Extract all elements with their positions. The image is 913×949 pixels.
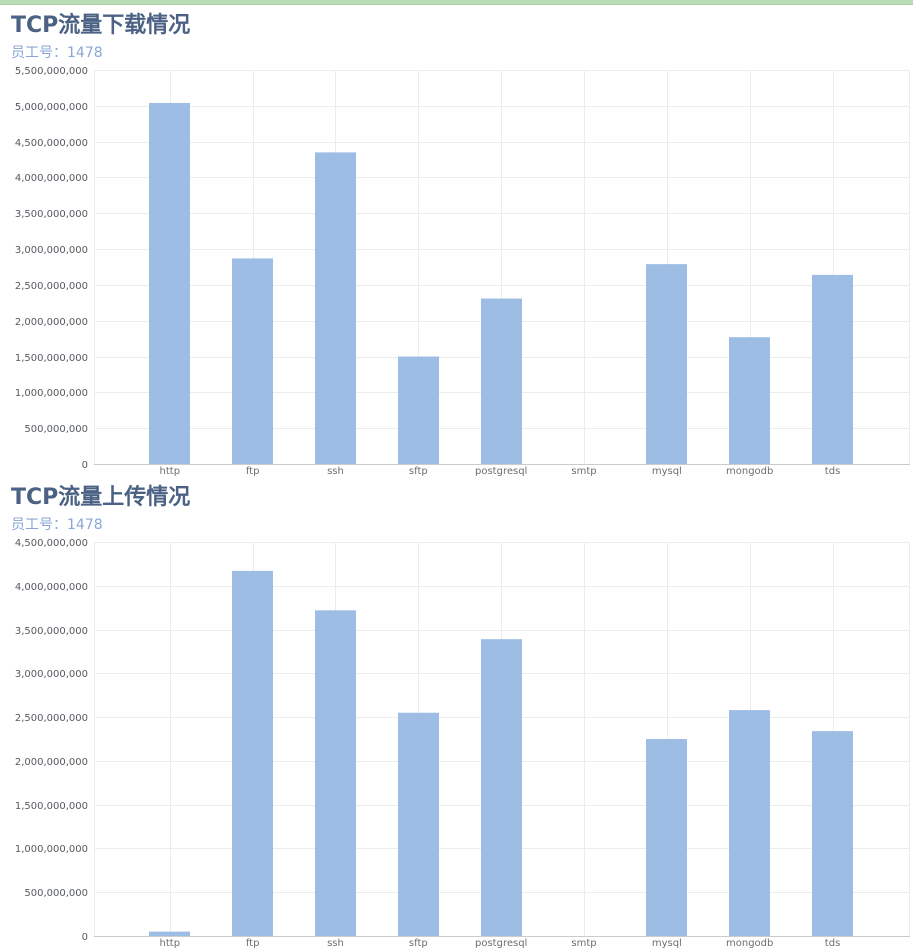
bar-http (149, 102, 190, 464)
y-tick-label: 2,000,000,000 (15, 757, 88, 768)
y-tick-label: 1,500,000,000 (15, 353, 88, 364)
x-tick-label: http (160, 466, 181, 477)
y-tick-label: 2,000,000,000 (15, 317, 88, 328)
y-tick-label: 5,000,000,000 (15, 102, 88, 113)
chart-subtitle: 员工号：1478 (11, 45, 103, 61)
x-tick-label: http (160, 938, 181, 949)
y-tick-label: 500,000,000 (24, 424, 88, 435)
y-tick-label: 4,500,000,000 (15, 538, 88, 549)
x-tick-label: ssh (327, 938, 344, 949)
bar-sftp (398, 356, 439, 464)
bar-ftp (232, 570, 273, 936)
bar-sftp (398, 712, 439, 936)
y-tick-label: 3,000,000,000 (15, 245, 88, 256)
x-tick-label: mysql (652, 466, 682, 477)
chart-title: TCP流量下载情况 (11, 13, 191, 38)
y-tick-label: 1,000,000,000 (15, 388, 88, 399)
bar-postgresql (481, 298, 522, 464)
y-tick-label: 0 (82, 932, 88, 943)
y-tick-label: 3,500,000,000 (15, 626, 88, 637)
x-tick-label: smtp (571, 466, 596, 477)
chart-subtitle: 员工号：1478 (11, 517, 103, 533)
y-tick-label: 4,500,000,000 (15, 138, 88, 149)
x-tick-label: tds (825, 938, 840, 949)
x-tick-label: mongodb (726, 466, 773, 477)
bar-tds (812, 731, 853, 936)
download-bar-chart: 0 500,000,000 1,000,000,000 1,500,000,000 2,… (15, 66, 910, 477)
chart-title: TCP流量上传情况 (11, 485, 191, 510)
bar-mongodb (729, 337, 770, 464)
y-tick-label: 1,000,000,000 (15, 844, 88, 855)
y-tick-label: 2,500,000,000 (15, 713, 88, 724)
y-tick-label: 2,500,000,000 (15, 281, 88, 292)
x-tick-label: sftp (409, 466, 428, 477)
bar-ssh (315, 152, 356, 464)
upload-chart-panel: TCP流量上传情况 员工号：1478 0 500,000,000 1,000,000… (0, 476, 913, 949)
bar-mongodb (729, 710, 770, 936)
upload-bar-chart: 0 500,000,000 1,000,000,000 1,500,000,000 2,… (15, 538, 910, 949)
window-top-strip (0, 0, 913, 5)
download-chart-panel: TCP流量下载情况 员工号：1478 0 500,000,000 1,000,000… (11, 13, 910, 477)
y-tick-label: 500,000,000 (24, 888, 88, 899)
bar-http (149, 931, 190, 936)
y-tick-label: 3,000,000,000 (15, 669, 88, 680)
x-tick-label: mysql (652, 938, 682, 949)
y-tick-label: 1,500,000,000 (15, 801, 88, 812)
x-tick-label: smtp (571, 938, 596, 949)
y-tick-label: 4,000,000,000 (15, 173, 88, 184)
y-tick-label: 5,500,000,000 (15, 66, 88, 77)
bar-postgresql (481, 639, 522, 936)
y-tick-label: 0 (82, 460, 88, 471)
bar-mysql (646, 739, 687, 936)
x-tick-label: ftp (246, 466, 260, 477)
bar-ssh (315, 610, 356, 936)
x-tick-label: mongodb (726, 938, 773, 949)
x-tick-label: ssh (327, 466, 344, 477)
bar-tds (812, 274, 853, 464)
x-tick-label: postgresql (475, 466, 527, 477)
x-tick-label: sftp (409, 938, 428, 949)
y-tick-label: 3,500,000,000 (15, 209, 88, 220)
x-tick-label: postgresql (475, 938, 527, 949)
bar-mysql (646, 264, 687, 464)
bar-ftp (232, 258, 273, 464)
y-tick-label: 4,000,000,000 (15, 582, 88, 593)
x-tick-label: tds (825, 466, 840, 477)
x-tick-label: ftp (246, 938, 260, 949)
